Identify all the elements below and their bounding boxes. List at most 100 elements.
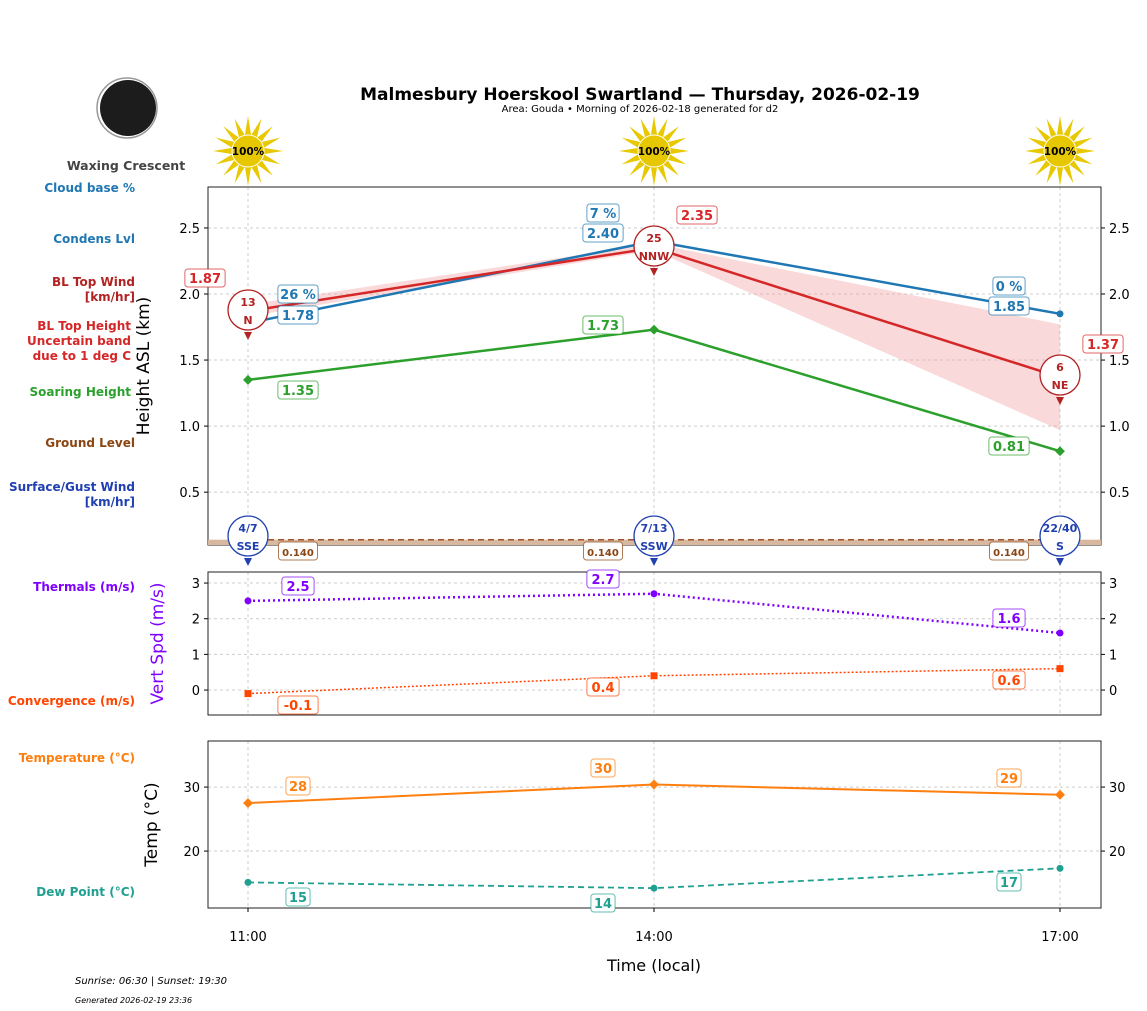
sun-percent: 100% — [232, 146, 265, 158]
cloud-base-label-box — [277, 284, 319, 304]
legend-convergence: Convergence (m/s) — [7, 694, 135, 708]
surface-wind-barb-speed: 7/13 — [641, 522, 668, 535]
thermals-label: 2.7 — [591, 573, 614, 588]
temperature-point — [1055, 789, 1065, 800]
x-tick-label: 14:00 — [635, 930, 672, 945]
y-tick-label: 2.5 — [179, 222, 200, 237]
x-tick-label: 11:00 — [229, 930, 266, 945]
surface-wind-barb-speed: 22/40 — [1043, 522, 1078, 535]
temperature-label-box — [590, 758, 616, 778]
surface-wind-barb-direction: SSW — [640, 540, 667, 553]
soaring-label-box — [277, 380, 319, 400]
convergence-label: 0.4 — [591, 681, 614, 696]
ground-label-box — [583, 541, 623, 561]
dew-point-point — [650, 884, 658, 892]
temperature-label: 29 — [1000, 772, 1018, 787]
bl-top-label: 1.87 — [189, 272, 221, 287]
convergence-point — [650, 672, 658, 680]
bl-top-label: 2.35 — [681, 209, 713, 224]
dew-point-point — [1056, 864, 1064, 872]
bl-uncertainty-band — [248, 243, 1060, 431]
dew-point-line — [247, 867, 1061, 890]
sun-disc — [637, 134, 671, 168]
sun-percent: 100% — [638, 146, 671, 158]
soaring-label: 1.35 — [282, 384, 314, 399]
ground-label-box — [989, 541, 1029, 561]
legend-dew-point: Dew Point (°C) — [36, 885, 135, 899]
legend-thermals: Thermals (m/s) — [33, 580, 135, 594]
convergence-label: 0.6 — [997, 674, 1020, 689]
thermals-point — [1056, 629, 1064, 637]
convergence-line — [247, 667, 1061, 695]
surface-wind-barb-arrow-icon — [650, 558, 658, 566]
bl-wind-barb-arrow-icon — [650, 268, 658, 276]
x-axis-label: Time (local) — [606, 956, 701, 975]
plot-frame — [207, 571, 1102, 716]
ground-label-box — [278, 541, 318, 561]
y-tick-label-right: 2.0 — [1109, 288, 1130, 303]
temperature-label-box — [996, 768, 1022, 788]
surface-wind-barb-direction: S — [1056, 540, 1064, 553]
thermals-label: 2.5 — [286, 580, 309, 595]
soaring-label: 1.73 — [587, 319, 619, 334]
y-tick-label-right: 0.5 — [1109, 486, 1130, 501]
convergence-point — [1056, 665, 1064, 673]
bl-wind-barb-circle — [227, 289, 269, 331]
dew-point-label: 14 — [594, 897, 612, 912]
bl-wind-barb-speed: 13 — [240, 296, 255, 309]
bl-top-label-box — [184, 268, 226, 288]
sun-percent: 100% — [1044, 146, 1077, 158]
bl-wind-barb-speed: 25 — [646, 232, 661, 245]
y-tick-label: 20 — [183, 845, 200, 860]
y-tick-label: 30 — [183, 781, 200, 796]
bl-top-label-box — [1082, 334, 1124, 354]
legend-ground: Ground Level — [45, 436, 135, 450]
thermals-point — [244, 597, 252, 605]
legend-bl-height: BL Top Height Uncertain band due to 1 de… — [27, 319, 131, 363]
bl-wind-barb-circle — [1039, 354, 1081, 396]
dew-point-label-box — [285, 887, 311, 907]
temperature-label: 30 — [594, 762, 612, 777]
condens-label-box — [277, 305, 319, 325]
dew-point-label-box — [996, 872, 1022, 892]
bl-wind-barb-arrow-icon — [1056, 397, 1064, 405]
thermals-label-box — [281, 576, 315, 596]
soaring-label-box — [582, 315, 624, 335]
thermals-point — [650, 590, 658, 598]
surface-wind-barb-circle — [633, 515, 675, 557]
bl-wind-barb-direction: NE — [1052, 379, 1069, 392]
condens-label: 1.78 — [282, 309, 314, 324]
surface-wind-barb-arrow-icon — [1056, 558, 1064, 566]
soaring-point — [243, 374, 253, 385]
chart-title: Malmesbury Hoerskool Swartland — Thursda… — [360, 85, 920, 105]
cloud-base-label-box — [992, 276, 1026, 296]
legend-soaring: Soaring Height — [29, 385, 132, 399]
dew-point-point — [244, 878, 252, 886]
dew-point-label-box — [590, 893, 616, 913]
temperature-point — [649, 779, 659, 790]
y-axis-label: Temp (°C) — [142, 782, 162, 867]
y-axis-label: Vert Spd (m/s) — [148, 582, 168, 704]
soaring-label: 0.81 — [993, 440, 1025, 455]
soaring-label-box — [988, 436, 1030, 456]
convergence-label-box — [586, 677, 620, 697]
y-tick-label-right: 1 — [1109, 648, 1117, 663]
y-tick-label-right: 2 — [1109, 613, 1117, 628]
bl-wind-barb-direction: NNW — [639, 250, 670, 263]
legend-bl-wind: BL Top Wind [km/hr] — [51, 275, 135, 304]
condens-label-box — [988, 296, 1030, 316]
ground-label: 0.140 — [587, 548, 619, 559]
condens-label-box — [582, 223, 624, 243]
sun-disc — [1043, 134, 1077, 168]
bl-wind-barb-direction: N — [243, 314, 252, 327]
dew-point-label: 15 — [289, 891, 307, 906]
surface-wind-barb-circle — [227, 515, 269, 557]
surface-wind-barb-arrow-icon — [244, 558, 252, 566]
x-tick-label: 17:00 — [1041, 930, 1078, 945]
convergence-label-box — [992, 670, 1026, 690]
cloud-base-label: 7 % — [590, 207, 617, 222]
convergence-point — [244, 690, 252, 698]
y-tick-label-right: 1.5 — [1109, 354, 1130, 369]
condens-label: 2.40 — [587, 227, 619, 242]
sun-disc — [231, 134, 265, 168]
